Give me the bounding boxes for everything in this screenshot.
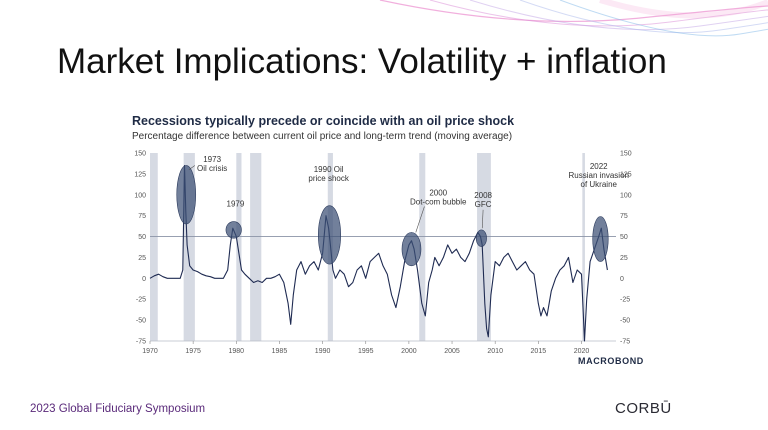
shock-highlight (225, 221, 242, 239)
annotation-label: of Ukraine (581, 180, 618, 189)
recession-band (236, 153, 242, 341)
annotation-leader-line (188, 165, 196, 170)
recession-band (183, 153, 195, 341)
oil-price-chart: 150 150 125 125 100 100 75 75 50 50 25 25 0 0 -25 -25 -5… (134, 151, 632, 356)
macrobond-logo: MACROBOND (578, 356, 644, 366)
shock-highlight (592, 216, 609, 262)
y-tick-label-left: 150 (134, 151, 146, 158)
corbu-logo: CORBŪ (615, 400, 672, 417)
y-tick-label-left: 25 (138, 255, 146, 262)
slide-title: Market Implications: Volatility + inflat… (57, 42, 667, 81)
y-tick-label-right: 25 (620, 255, 628, 262)
x-tick-label: 1970 (142, 348, 158, 355)
annotation-label: 2000 (429, 189, 447, 198)
x-tick-label: 2010 (487, 348, 503, 355)
x-tick-label: 1995 (358, 348, 374, 355)
annotation-label: 2008 (474, 191, 492, 200)
x-tick-label: 2020 (574, 348, 590, 355)
y-tick-label-right: 150 (620, 151, 632, 158)
y-tick-label-left: 50 (138, 234, 146, 241)
annotation-leader-line (415, 206, 425, 233)
y-tick-label-right: 75 (620, 213, 628, 220)
x-tick-label: 1980 (229, 348, 245, 355)
annotation-label: Dot-com bubble (410, 198, 467, 207)
annotation-label: price shock (308, 174, 349, 183)
annotation-label: Oil crisis (197, 164, 227, 173)
y-tick-label-right: -75 (620, 339, 630, 346)
annotation-label: GFC (475, 200, 492, 209)
shock-highlight (401, 232, 422, 267)
y-tick-label-left: 125 (134, 171, 146, 178)
annotation-label: 1990 Oil (314, 165, 344, 174)
y-tick-label-left: -25 (136, 297, 146, 304)
annotation-label: 1973 (203, 155, 221, 164)
footer-text: 2023 Global Fiduciary Symposium (30, 403, 206, 415)
x-tick-label: 1985 (272, 348, 288, 355)
y-tick-label-left: -50 (136, 318, 146, 325)
annotation-label: 1979 (227, 199, 245, 208)
chart-title: Recessions typically precede or coincide… (132, 114, 515, 128)
annotation-label: 2022 (590, 162, 608, 171)
header-decoration (379, 0, 768, 37)
y-tick-label-right: 125 (620, 171, 632, 178)
recession-band (477, 153, 491, 341)
shock-highlight (475, 229, 487, 247)
y-tick-label-right: 50 (620, 234, 628, 241)
annotation-leader-line (481, 209, 484, 229)
recession-band (250, 153, 262, 341)
y-tick-label-right: -50 (620, 318, 630, 325)
y-tick-label-right: -25 (620, 297, 630, 304)
shock-highlight (317, 205, 342, 265)
y-tick-label-left: 100 (134, 192, 146, 199)
y-tick-label-right: 0 (620, 276, 624, 283)
y-tick-label-left: 0 (142, 276, 146, 283)
recession-band (582, 153, 585, 341)
y-tick-label-left: 75 (138, 213, 146, 220)
oil-price-series-line (149, 164, 608, 342)
annotation-label: Russian invasion (568, 171, 628, 180)
x-tick-label: 1975 (185, 348, 201, 355)
chart-subtitle: Percentage difference between current oi… (132, 131, 513, 142)
y-tick-label-left: -75 (136, 339, 146, 346)
x-tick-label: 2005 (444, 348, 460, 355)
y-tick-label-right: 100 (620, 192, 632, 199)
x-tick-label: 2000 (401, 348, 417, 355)
recession-band (419, 153, 426, 341)
recession-band (150, 153, 158, 341)
x-tick-label: 2015 (531, 348, 547, 355)
shock-highlight (176, 165, 197, 225)
x-tick-label: 1990 (315, 348, 331, 355)
